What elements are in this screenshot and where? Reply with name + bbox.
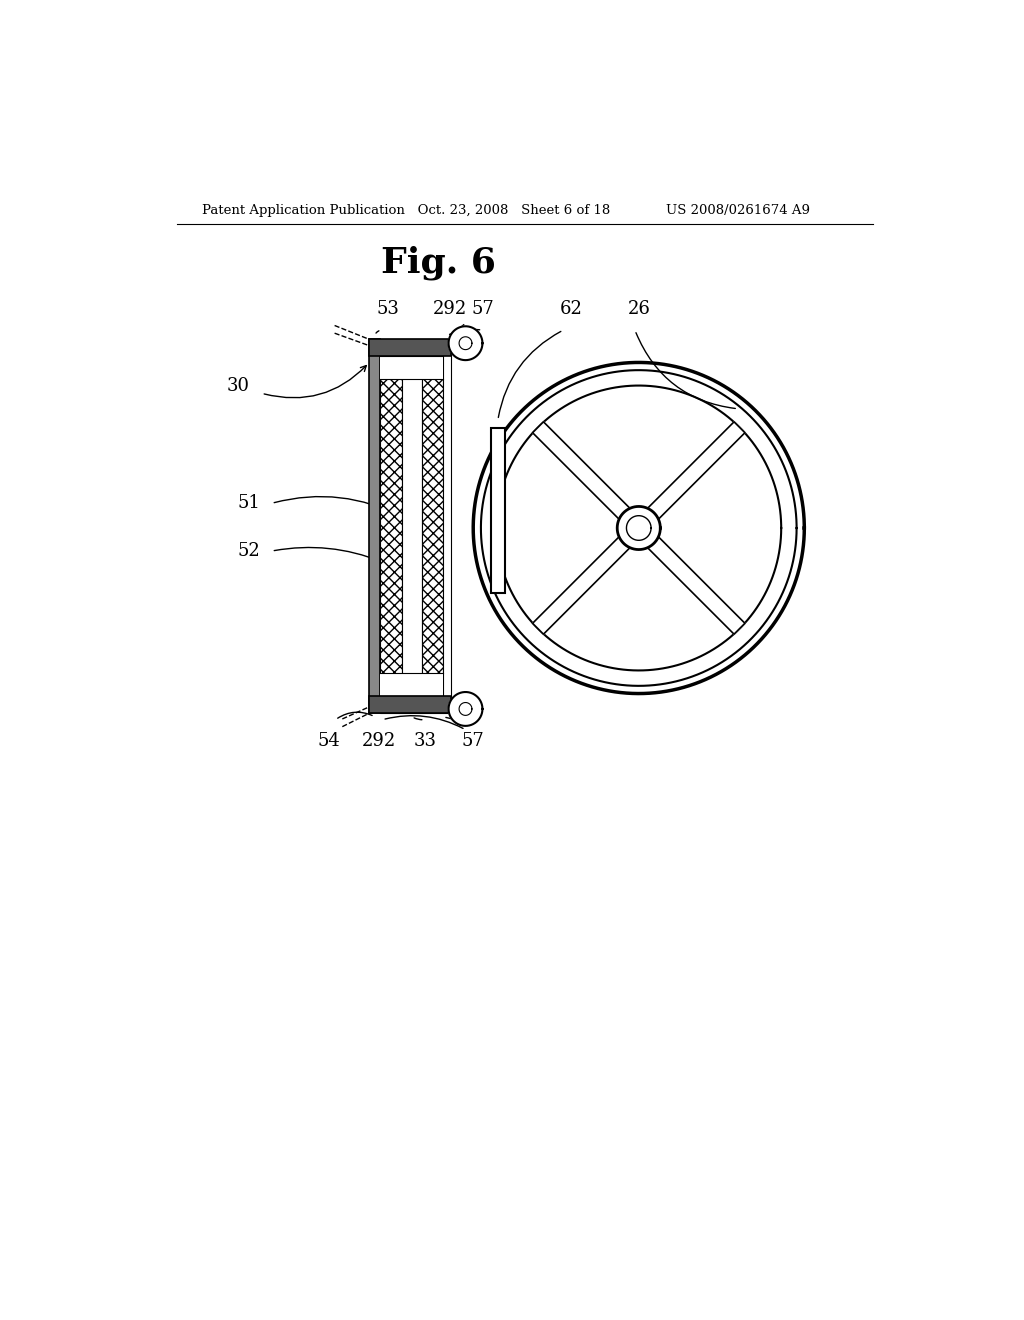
Polygon shape	[449, 326, 482, 360]
Text: Fig. 6: Fig. 6	[381, 246, 496, 280]
Bar	[370, 696, 451, 713]
Text: 62: 62	[559, 300, 583, 318]
Text: 33: 33	[414, 733, 436, 750]
Text: 53: 53	[376, 300, 399, 318]
Bar	[401, 339, 422, 713]
Text: 57: 57	[461, 733, 483, 750]
Text: 292: 292	[433, 300, 467, 318]
Polygon shape	[633, 523, 744, 634]
Bar	[422, 339, 443, 713]
Text: 51: 51	[237, 495, 260, 512]
Bar	[380, 356, 443, 379]
Text: 57: 57	[471, 300, 494, 318]
Bar	[490, 428, 505, 594]
Text: 292: 292	[361, 733, 395, 750]
Polygon shape	[617, 507, 660, 549]
Bar	[380, 339, 401, 713]
Text: 26: 26	[628, 300, 650, 318]
Bar	[443, 339, 451, 713]
Text: US 2008/0261674 A9: US 2008/0261674 A9	[666, 205, 810, 218]
Polygon shape	[633, 422, 744, 533]
Text: 30: 30	[227, 376, 250, 395]
Bar	[370, 339, 451, 356]
Text: Patent Application Publication   Oct. 23, 2008   Sheet 6 of 18: Patent Application Publication Oct. 23, …	[203, 205, 610, 218]
Bar	[370, 339, 380, 713]
Polygon shape	[532, 523, 644, 634]
Text: 52: 52	[238, 543, 260, 560]
Text: 54: 54	[317, 733, 341, 750]
Polygon shape	[473, 363, 804, 693]
Bar	[380, 673, 443, 696]
Polygon shape	[532, 422, 644, 533]
Polygon shape	[449, 692, 482, 726]
